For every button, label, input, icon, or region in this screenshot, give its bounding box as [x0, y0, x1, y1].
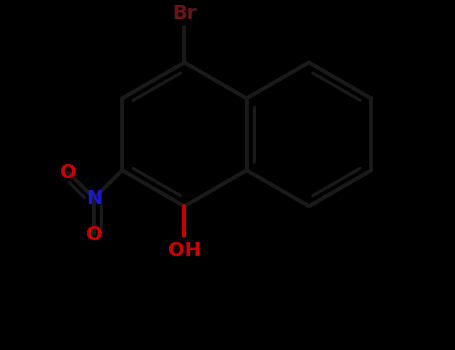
Text: O: O: [61, 163, 77, 182]
Text: N: N: [86, 189, 102, 208]
Text: Br: Br: [172, 4, 197, 23]
Text: O: O: [86, 225, 102, 244]
Text: OH: OH: [168, 241, 201, 260]
